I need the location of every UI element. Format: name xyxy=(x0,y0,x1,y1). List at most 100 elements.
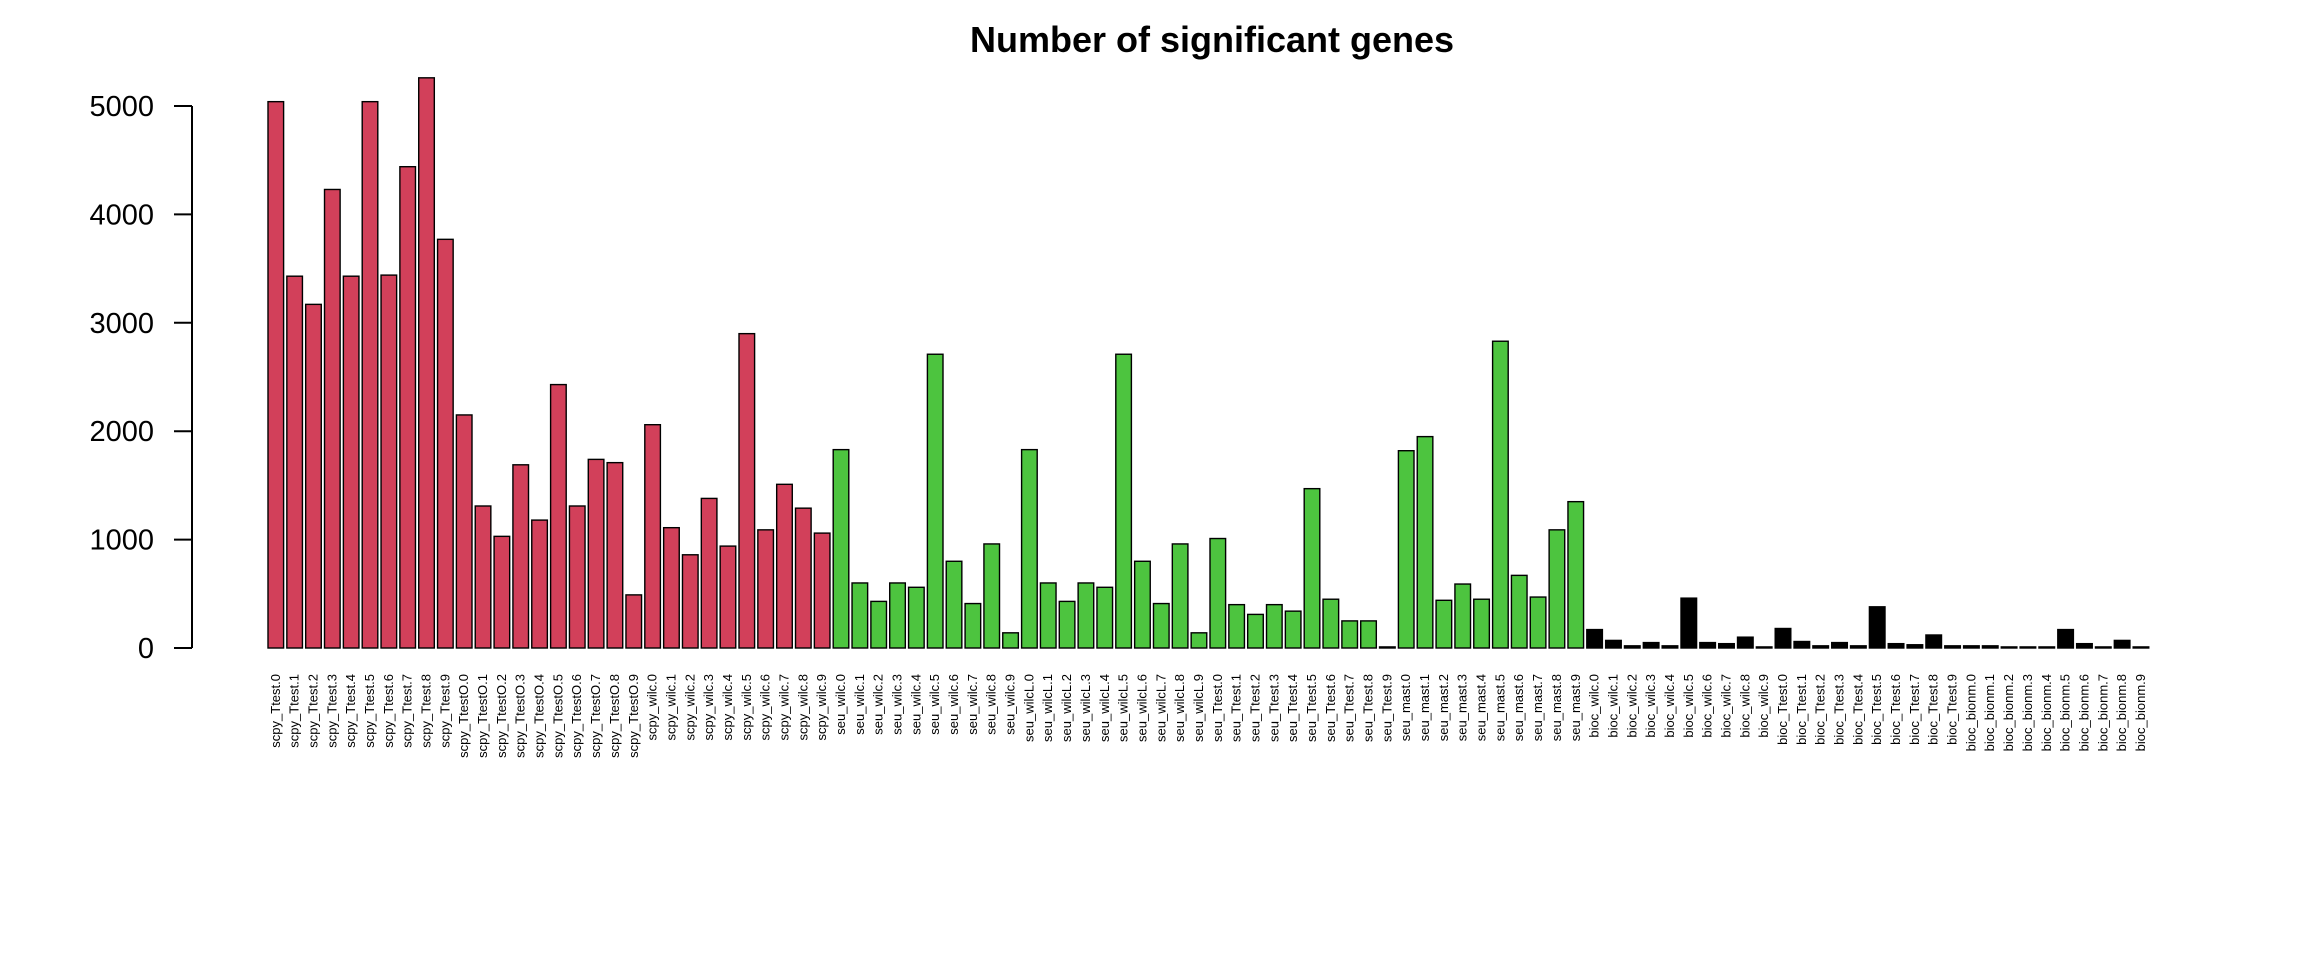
x-tick-label: bioc_Ttest.2 xyxy=(1813,674,1828,745)
x-tick-label: scpy_Ttest.9 xyxy=(437,674,452,748)
bar xyxy=(568,505,586,649)
x-tick-label: bioc_bionm.6 xyxy=(2076,674,2091,751)
y-axis: 0 1000 2000 3000 4000 5000 xyxy=(89,91,193,665)
bar xyxy=(1378,646,1396,649)
x-tick-label: bioc_wilc.6 xyxy=(1700,674,1715,738)
x-tick-label: scpy_wilc.0 xyxy=(645,674,660,740)
bar xyxy=(1849,645,1867,649)
x-tick-label: bioc_bionm.8 xyxy=(2114,674,2129,751)
bar xyxy=(531,519,549,649)
x-tick-label: seu_wilc.0 xyxy=(833,674,848,735)
x-tick-label: seu_wilcL.0 xyxy=(1021,674,1036,742)
bar xyxy=(757,529,775,649)
x-tick-label: seu_wilcL.3 xyxy=(1078,674,1093,742)
bar xyxy=(1058,600,1076,649)
x-tick-label: scpy_Ttest.8 xyxy=(419,674,434,748)
bar xyxy=(775,483,793,649)
x-tick-label: seu_Ttest.5 xyxy=(1304,674,1319,742)
bar xyxy=(1981,645,1999,649)
y-tick-label: 5000 xyxy=(89,91,154,123)
bar xyxy=(1661,645,1679,649)
x-tick-label: scpy_TtestO.4 xyxy=(532,674,547,758)
x-tick-label: scpy_TtestO.6 xyxy=(569,674,584,758)
x-tick-label: scpy_Ttest.0 xyxy=(268,674,283,748)
x-tick-label: seu_mast.7 xyxy=(1530,674,1545,741)
bar xyxy=(323,188,341,649)
bar xyxy=(1491,340,1509,649)
x-tick-label: bioc_Ttest.7 xyxy=(1907,674,1922,745)
y-tick-label: 2000 xyxy=(89,416,154,448)
x-tick-label: seu_Ttest.8 xyxy=(1361,674,1376,742)
bar xyxy=(2057,628,2075,649)
bar xyxy=(1077,582,1095,649)
bar xyxy=(983,543,1001,649)
x-tick-label: scpy_wilc.3 xyxy=(701,674,716,740)
bar xyxy=(1209,537,1227,649)
x-tick-label: seu_wilc.6 xyxy=(946,674,961,735)
x-tick-label: scpy_wilc.8 xyxy=(795,674,810,740)
x-tick-label: seu_mast.3 xyxy=(1455,674,1470,741)
bar xyxy=(1717,642,1735,649)
bar xyxy=(1944,645,1962,649)
x-tick-label: seu_Ttest.2 xyxy=(1247,674,1262,742)
bar xyxy=(2094,646,2112,649)
bar xyxy=(813,532,831,649)
x-tick-label: bioc_wilc.7 xyxy=(1718,674,1733,738)
x-tick-label: seu_mast.8 xyxy=(1549,674,1564,741)
x-tick-label: seu_Ttest.4 xyxy=(1285,674,1300,742)
bar xyxy=(644,424,662,649)
bar xyxy=(681,554,699,649)
y-tick-label: 3000 xyxy=(89,308,154,340)
x-tick-label: bioc_wilc.1 xyxy=(1605,674,1620,738)
x-tick-labels: scpy_Ttest.0 scpy_Ttest.1 scpy_Ttest.2 scpy… xyxy=(268,674,2148,758)
bar xyxy=(1473,598,1491,649)
x-tick-label: seu_wilc.2 xyxy=(871,674,886,735)
y-tick-label: 4000 xyxy=(89,199,154,231)
bar xyxy=(267,100,285,649)
x-tick-label: seu_wilc.4 xyxy=(908,674,923,735)
bar xyxy=(304,303,322,649)
bar xyxy=(945,560,963,649)
bar xyxy=(1567,500,1585,649)
x-tick-label: seu_wilcL.9 xyxy=(1191,674,1206,742)
bar xyxy=(2019,646,2037,649)
x-tick-label: seu_wilc.1 xyxy=(852,674,867,735)
bar xyxy=(1133,560,1151,649)
bar xyxy=(1925,634,1943,649)
bar xyxy=(2000,646,2018,649)
x-tick-label: scpy_wilc.6 xyxy=(758,674,773,740)
bar xyxy=(1360,620,1378,649)
x-tick-label: seu_mast.5 xyxy=(1492,674,1507,741)
bar xyxy=(1228,603,1246,649)
x-tick-label: bioc_Ttest.3 xyxy=(1832,674,1847,745)
x-tick-label: bioc_Ttest.6 xyxy=(1888,674,1903,745)
x-tick-label: scpy_TtestO.8 xyxy=(607,674,622,758)
x-tick-label: scpy_wilc.4 xyxy=(720,674,735,740)
x-tick-label: bioc_Ttest.4 xyxy=(1850,674,1865,745)
x-tick-label: seu_mast.2 xyxy=(1436,674,1451,741)
x-tick-label: seu_mast.9 xyxy=(1568,674,1583,741)
bar xyxy=(380,274,398,649)
bar xyxy=(1793,640,1811,649)
bar xyxy=(1096,586,1114,649)
bar xyxy=(1548,529,1566,649)
x-tick-label: scpy_Ttest.7 xyxy=(400,674,415,748)
bar xyxy=(1115,353,1133,649)
x-tick-label: bioc_wilc.5 xyxy=(1681,674,1696,738)
bar xyxy=(587,458,605,649)
x-tick-label: bioc_wilc.0 xyxy=(1587,674,1602,738)
x-tick-label: bioc_Ttest.9 xyxy=(1945,674,1960,745)
bar xyxy=(1435,599,1453,649)
bar xyxy=(1868,606,1886,649)
x-tick-label: bioc_bionm.9 xyxy=(2133,674,2148,751)
bar xyxy=(1831,641,1849,649)
bar xyxy=(719,545,737,649)
bar xyxy=(1699,641,1717,649)
bar xyxy=(1341,620,1359,649)
x-tick-label: bioc_wilc.3 xyxy=(1643,674,1658,738)
bar xyxy=(738,332,756,649)
x-tick-label: seu_mast.1 xyxy=(1417,674,1432,741)
bar xyxy=(662,526,680,649)
x-tick-label: bioc_bionm.7 xyxy=(2095,674,2110,751)
